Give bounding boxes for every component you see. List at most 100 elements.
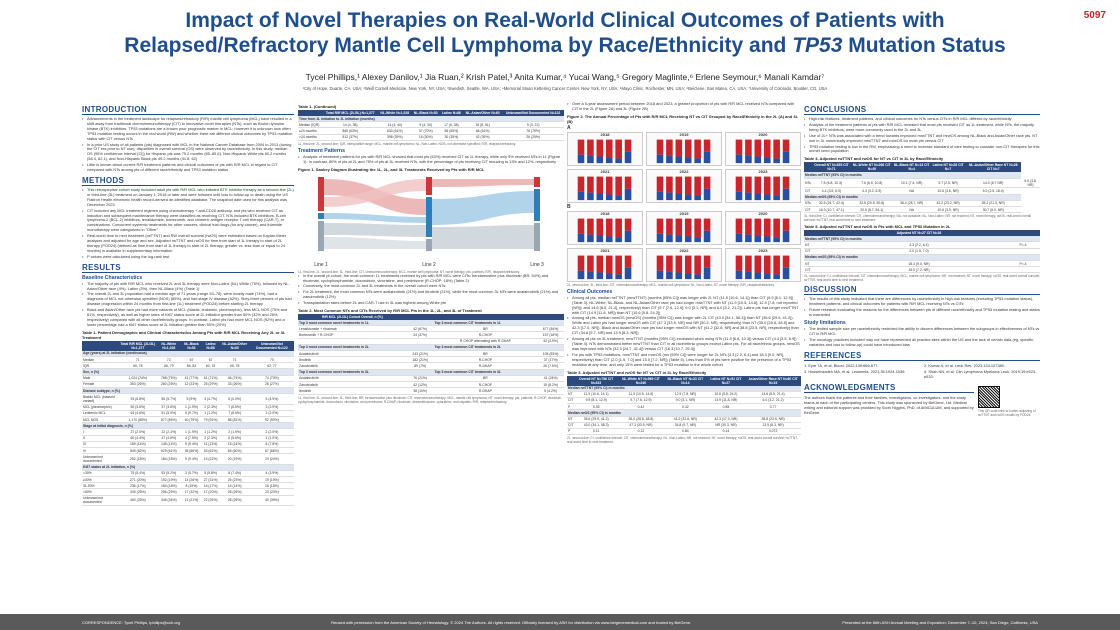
table-cell: 28 (27%) <box>249 381 294 389</box>
table-header-cell: Total R/R MCL (2L/3L) N=1,377 <box>322 110 378 116</box>
table-header-cell: NL-White N=1,028 <box>377 110 412 116</box>
table-cell: 35.6 (29.9, 41.2) <box>574 416 618 423</box>
table2: R/R MCL (2L/3L) Cohort Overall, n (%) Top… <box>298 314 564 395</box>
table-header-cell: Latinx N=86 <box>439 110 463 116</box>
table-cell: 4 (4.7%) <box>201 393 220 405</box>
cit-bar <box>596 193 604 200</box>
table-cell: 11.9 (10.6, 14.1) <box>574 391 618 398</box>
results-bullet: Black and Asian/Other race pts had more … <box>82 307 294 328</box>
table-cell: 398 (39%) <box>377 134 412 141</box>
table-cell: R-CHOP <box>433 331 538 339</box>
footer-meeting: Presented at the 66th ASH Annual Meeting… <box>842 619 1038 625</box>
table-cell: 145 (14%) <box>156 441 182 449</box>
table-cell: 0.85 <box>706 403 746 411</box>
figure2-note: 2L, second-line; 3L, third-line; CIT, ch… <box>567 282 775 287</box>
table-cell: Median rwTTNT (95% CI) in months <box>804 172 1022 179</box>
table-cell: Lenalidomide + rituximab <box>298 325 407 333</box>
table-cell: 14.9 (11.8, NR) <box>706 397 746 405</box>
table-cell: 41 (24%) <box>537 375 564 383</box>
qr-code-icon[interactable] <box>978 385 1000 408</box>
table-cell: 53 (5.2%) <box>156 470 182 478</box>
methods-bullet: CIT included any MCL treatment regimen u… <box>82 208 294 234</box>
table-cell: CIT <box>804 187 812 195</box>
nt-bar <box>587 218 594 235</box>
table-cell: 4.4 (3.5, 6.9) <box>811 187 851 195</box>
footer: CORRESPONDENCE: Tycel Phillips, tphillip… <box>0 614 1120 630</box>
table-cell: 55 (5.7%) <box>156 393 182 405</box>
table-row: >50% 345 (25%) 256 (25%) 17 (32%) 17 (20%) 28… <box>82 488 294 496</box>
cit-bar <box>703 151 711 163</box>
table1-continued: Total R/R MCL (2L/3L) N=1,377 NL-White N=… <box>298 110 564 141</box>
table-header-cell: Total R/R MCL (2L/3L) N=1,377 <box>119 340 157 351</box>
table-row: NT 11.9 (10.6, 14.1) 11.9 (10.5, 14.6) 12.9… <box>567 391 801 398</box>
table-cell: 8 (7.8%) <box>249 441 294 449</box>
table-cell: 34.8 (9.7, NR) <box>664 422 707 429</box>
table-cell: 40 (39%) <box>249 495 294 507</box>
cit-bar <box>782 151 790 163</box>
table-cell: 271 (20%) <box>119 476 157 484</box>
cit-bar <box>596 156 604 163</box>
table-row: Median rwTTNT (95% CI) in months <box>567 385 801 392</box>
table-cell: 65 (60%) <box>219 447 250 455</box>
nt-bar <box>754 255 762 273</box>
intro-heading: INTRODUCTION <box>82 105 294 115</box>
table-cell: 37 (17%) <box>537 356 564 364</box>
table-cell: NT <box>804 260 832 268</box>
table-cell: 89 (7%) <box>406 362 434 370</box>
cit-bar <box>745 271 752 279</box>
table-cell: 23 (23%) <box>249 488 294 496</box>
table-cell: P=.4 <box>1006 241 1040 249</box>
table-header-cell <box>567 375 575 386</box>
table-cell: 243 (21%) <box>406 350 434 358</box>
table-cell: 38 (10%) <box>406 387 434 395</box>
table-header-cell <box>298 110 323 116</box>
results-bullet: The majority of pts with R/R MCL who rec… <box>82 281 294 292</box>
cit-bar <box>605 194 613 200</box>
table-cell: 47.3 (33.9, NR) <box>617 422 665 429</box>
table-cell: 1,024 (74%) <box>119 375 157 382</box>
table-cell <box>406 369 434 376</box>
treatment-bullet: For 2L treatment, the most common NTs we… <box>298 289 564 300</box>
cit-bar <box>694 195 701 200</box>
nt-bar <box>656 255 664 271</box>
cit-bar <box>587 155 594 163</box>
table-cell: 877 (85%) <box>156 416 182 424</box>
table-cell: 4 (3.9%) <box>249 470 294 478</box>
table-cell: 629 (61%) <box>156 447 182 455</box>
table-cell: Top 3 most common CIT treatments in 1L <box>433 320 538 327</box>
nt-bar <box>684 218 692 237</box>
table-cell: 9.6 (3.8, NR) <box>1021 178 1040 189</box>
table-row: NTs 7.5 (6.8, 10.3) 7.6 (6.5, 10.8) 10.1 (7… <box>804 178 1040 189</box>
table-cell: 75 (5.4%) <box>119 470 157 478</box>
cit-bar <box>624 230 632 242</box>
table-row: IQR 65, 78 66, 79 56, 83 60, 75 65, 78 62, 77 <box>82 362 294 370</box>
ack-block: ACKNOWLEDGMENTS The authors thank the pa… <box>804 380 974 416</box>
cit-bar <box>754 272 762 279</box>
table-header-cell: NL-White NT N=266 CIT N=49 <box>851 162 893 173</box>
table-cell: 677 (54%) <box>537 325 564 333</box>
table-cell: 9.7 (7.6, 12.9) <box>617 397 665 405</box>
cit-bar <box>587 234 594 242</box>
methods-bullet: Real-world time to next treatment (rwTTN… <box>82 233 294 254</box>
nt-bar <box>666 255 673 272</box>
table-cell: 42.3 (17.0, NR) <box>706 416 746 423</box>
nt-bar <box>596 255 604 273</box>
table-row: Top 3 most common novel treatments in 3L… <box>298 369 564 376</box>
table-cell: 5 (9.4%) <box>181 453 202 465</box>
year-label: 2018 <box>600 210 610 216</box>
table-cell: 28 (26%) <box>219 488 250 496</box>
table-cell: 12.9 (7.8, NR) <box>664 391 707 398</box>
table-cell: 0.072 <box>745 428 801 436</box>
stacked-bars <box>735 218 790 242</box>
table-cell: 10.6 (3.9, NR) <box>930 206 966 214</box>
table-cell: 5 (9%) <box>181 393 202 405</box>
table-cell: 192 (19%) <box>156 476 182 484</box>
table-cell: MCL (pleomorphic) <box>82 404 120 411</box>
table-cell: Median <box>82 356 120 364</box>
cit-bar <box>624 267 632 279</box>
table-cell: 7 (6.5%) <box>219 410 250 418</box>
cit-bar <box>773 195 780 200</box>
year-bar-chart: 2018 <box>567 210 643 245</box>
figure2a-grid: 2018 2019 2020 2021 2022 2023 <box>567 131 801 203</box>
table-row: CIT 2.0 (1.5, 7.0) <box>804 248 1040 255</box>
